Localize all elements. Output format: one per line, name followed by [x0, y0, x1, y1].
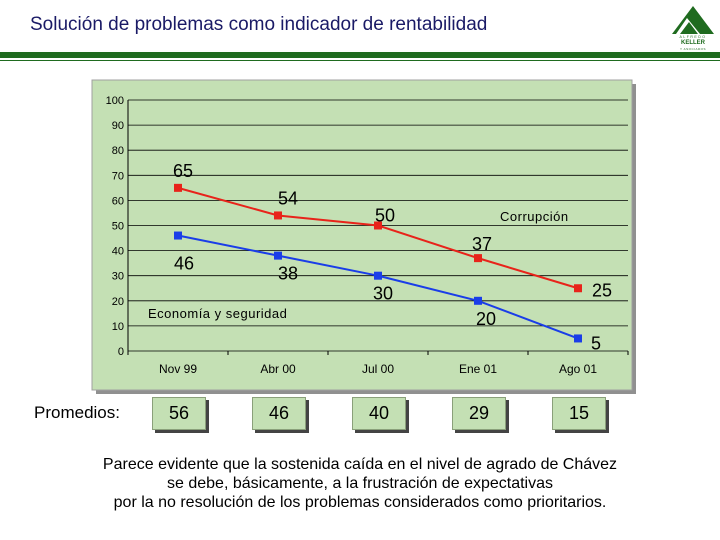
- y-tick-label: 80: [112, 145, 124, 157]
- y-tick-label: 40: [112, 246, 124, 258]
- average-value-box: 29: [452, 397, 506, 430]
- keller-logo-mountain-icon: [672, 6, 714, 34]
- series-name-label: Economía y seguridad: [148, 306, 287, 321]
- data-point: [274, 251, 282, 260]
- y-tick-label: 0: [118, 346, 124, 358]
- header-rule-thin: [0, 60, 720, 61]
- data-point: [474, 254, 482, 263]
- logo-line-1: ALFREDO: [679, 35, 707, 39]
- y-tick-label: 10: [112, 321, 124, 333]
- footnote-line: se debe, básicamente, a la frustración d…: [167, 475, 553, 492]
- logo-line-3: Y ASOCIADOS: [680, 47, 706, 51]
- x-tick-label: Jul 00: [362, 362, 394, 376]
- y-tick-label: 90: [112, 120, 124, 132]
- data-label: 25: [592, 280, 612, 300]
- x-tick-label: Abr 00: [260, 362, 296, 376]
- average-value-box: 40: [352, 397, 406, 430]
- average-value-box: 46: [252, 397, 306, 430]
- y-tick-label: 20: [112, 296, 124, 308]
- data-point: [374, 221, 382, 230]
- y-tick-label: 100: [106, 95, 124, 107]
- data-label: 5: [591, 333, 601, 353]
- page-title: Solución de problemas como indicador de …: [30, 14, 488, 35]
- x-tick-label: Ago 01: [559, 362, 597, 376]
- logo-line-2: KELLER: [681, 40, 705, 46]
- data-point: [274, 211, 282, 220]
- data-label: 65: [173, 161, 193, 181]
- series-name-label: Corrupción: [500, 209, 569, 224]
- footnote: Parece evidente que la sostenida caída e…: [60, 455, 660, 512]
- data-point: [574, 334, 582, 343]
- x-tick-label: Ene 01: [459, 362, 497, 376]
- x-tick-label: Nov 99: [159, 362, 197, 376]
- data-label: 54: [278, 188, 298, 208]
- data-point: [174, 231, 182, 240]
- footnote-line: Parece evidente que la sostenida caída e…: [102, 456, 618, 473]
- y-tick-label: 50: [112, 221, 124, 233]
- y-tick-label: 30: [112, 271, 124, 283]
- data-point: [574, 284, 582, 293]
- y-tick-label: 70: [112, 170, 124, 182]
- footnote-line: por la no resolución de los problemas co…: [113, 494, 607, 511]
- average-value-box: 56: [152, 397, 206, 430]
- data-label: 50: [375, 206, 395, 226]
- data-label: 38: [278, 264, 298, 284]
- data-label: 30: [373, 284, 393, 304]
- line-chart: 0 10 20 30 40 50 60 70 80 90 100 Nov 99 Abr 00 Jul 0…: [91, 79, 636, 394]
- averages-label: Promedios:: [34, 403, 120, 422]
- data-point: [474, 296, 482, 305]
- average-value-box: 15: [552, 397, 606, 430]
- y-tick-label: 60: [112, 195, 124, 207]
- data-point: [374, 271, 382, 280]
- header-rule: [0, 52, 720, 58]
- company-logo: ALFREDO KELLER Y ASOCIADOS: [670, 4, 716, 51]
- data-point: [174, 183, 182, 192]
- data-label: 37: [472, 234, 492, 254]
- data-label: 20: [476, 309, 496, 329]
- data-label: 46: [174, 254, 194, 274]
- chart-frame: [91, 79, 633, 391]
